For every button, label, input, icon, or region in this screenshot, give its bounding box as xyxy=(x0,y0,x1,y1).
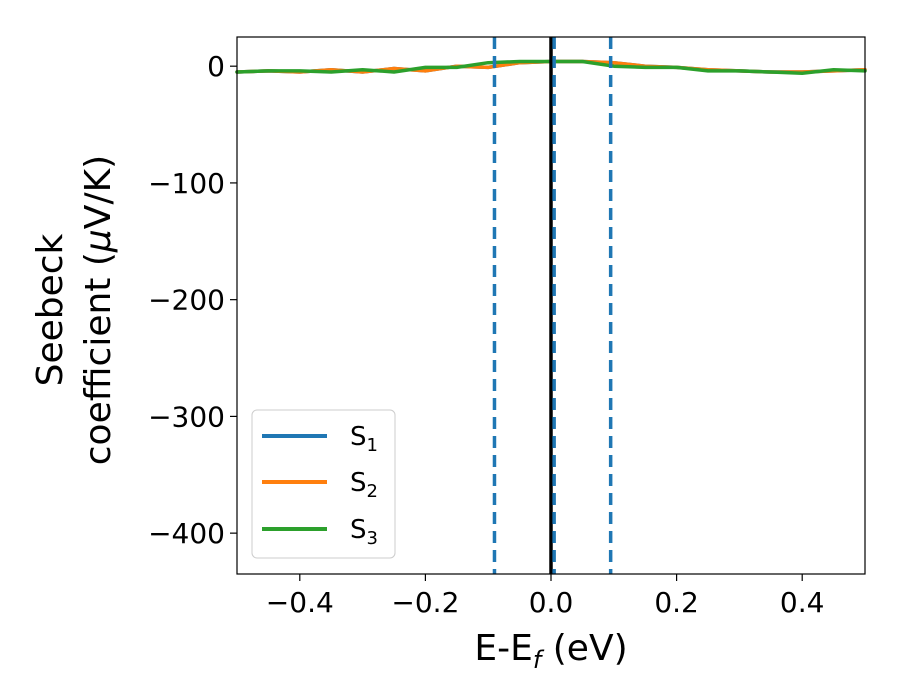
y-tick-label: −100 xyxy=(148,167,225,200)
y-tick-label: −300 xyxy=(148,400,225,433)
y-axis-label-line1: Seebeck xyxy=(30,233,71,386)
y-axis-label-line2: coefficient (μV/K) xyxy=(78,155,119,465)
legend-label-s1: S1 xyxy=(350,422,378,456)
ticks-layer: −0.4 −0.2 0.0 0.2 0.4 0 −100 −200 −300 −400 xyxy=(148,50,824,619)
y-tick-label: −400 xyxy=(148,517,225,550)
x-axis-label: E-Ef (eV) xyxy=(474,628,627,674)
data-layer xyxy=(235,37,867,574)
x-tick-label: −0.4 xyxy=(266,586,334,619)
x-tick-label: 0.2 xyxy=(654,586,699,619)
legend-label-s2: S2 xyxy=(350,468,378,502)
y-axis-label-unit: V/K) xyxy=(78,155,119,229)
x-tick-label: 0.0 xyxy=(529,586,574,619)
y-tick-label: 0 xyxy=(207,50,225,83)
legend: S1 S2 S3 xyxy=(251,409,396,559)
y-axis-label-mu: μ xyxy=(78,229,119,253)
x-tick-label: 0.4 xyxy=(780,586,825,619)
legend-label-s3: S3 xyxy=(350,515,378,549)
x-tick-label: −0.2 xyxy=(391,586,459,619)
x-axis-label-unit: (eV) xyxy=(541,628,627,669)
y-axis-label: Seebeck coefficient (μV/K) xyxy=(30,155,119,465)
y-tick-label: −200 xyxy=(148,284,225,317)
